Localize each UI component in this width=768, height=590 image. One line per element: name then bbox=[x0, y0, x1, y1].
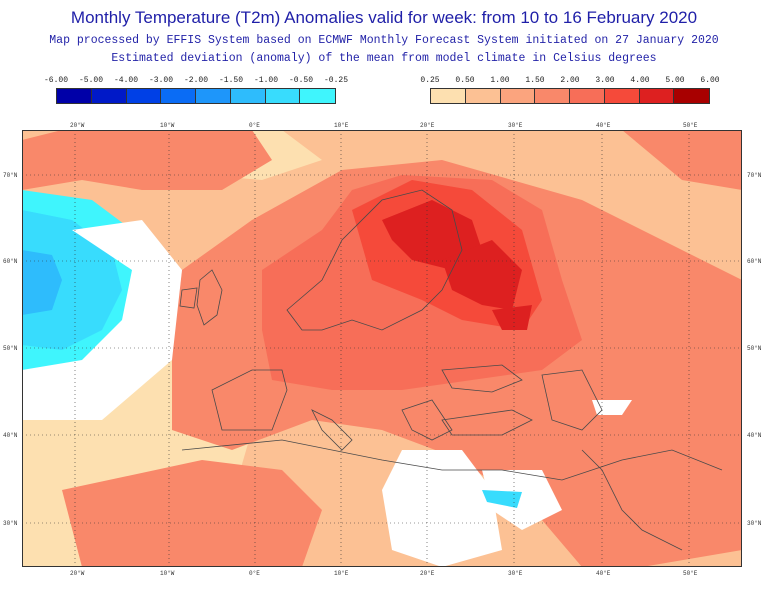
legend_positive-swatch-2 bbox=[500, 89, 536, 103]
anomaly-map-canvas bbox=[22, 130, 742, 567]
legend_positive-label-4: 2.00 bbox=[560, 76, 580, 85]
legend_negative-label-3: -3.00 bbox=[148, 76, 174, 85]
legend_negative-label-2: -4.00 bbox=[113, 76, 139, 85]
anomaly-zone-neutral-caspian bbox=[592, 400, 632, 415]
anomaly-zone-neutral-levant bbox=[482, 470, 562, 530]
lat-label-left-40n: 40°N bbox=[3, 432, 18, 439]
legend_positive-label-2: 1.00 bbox=[490, 76, 510, 85]
lon-label-bottom-40e: 40°E bbox=[596, 570, 611, 577]
legend_negative-swatch-6 bbox=[265, 89, 301, 103]
lon-label-top-20e: 20°E bbox=[420, 122, 435, 129]
lon-label-bottom-50e: 50°E bbox=[683, 570, 698, 577]
legend_negative-swatch-0 bbox=[57, 89, 92, 103]
legend_positive-swatch-6 bbox=[639, 89, 675, 103]
legend_positive-label-5: 3.00 bbox=[595, 76, 615, 85]
legend-positive-bar bbox=[430, 88, 710, 104]
legend_negative-label-7: -0.50 bbox=[288, 76, 314, 85]
lat-label-right-50n: 50°N bbox=[747, 345, 762, 352]
anomaly-zone-cool-arabia bbox=[482, 490, 522, 508]
lon-label-bottom-20w: 20°W bbox=[70, 570, 85, 577]
legend_negative-label-4: -2.00 bbox=[183, 76, 209, 85]
lon-label-top-10e: 10°E bbox=[334, 122, 349, 129]
legend_negative-swatch-4 bbox=[196, 89, 231, 103]
lat-label-left-30n: 30°N bbox=[3, 520, 18, 527]
lon-label-top-20w: 20°W bbox=[70, 122, 85, 129]
anomaly-zone-neutral-egypt bbox=[382, 450, 502, 567]
map-frame bbox=[22, 130, 742, 567]
legend_positive-label-8: 6.00 bbox=[700, 76, 720, 85]
anomaly-zone-medium-northeast bbox=[622, 130, 742, 190]
coastlines bbox=[179, 189, 723, 551]
lon-label-top-50e: 50°E bbox=[683, 122, 698, 129]
lat-label-left-70n: 70°N bbox=[3, 172, 18, 179]
map-subtitle-processing: Map processed by EFFIS System based on E… bbox=[49, 34, 719, 47]
lat-label-left-50n: 50°N bbox=[3, 345, 18, 352]
lat-label-left-60n: 60°N bbox=[3, 258, 18, 265]
lon-label-bottom-0e: 0°E bbox=[249, 570, 260, 577]
legend-positive: 0.25 0.50 1.00 1.50 2.00 3.00 4.00 5.00 6.00 bbox=[420, 76, 720, 104]
lon-label-bottom-20e: 20°E bbox=[420, 570, 435, 577]
map-title: Monthly Temperature (T2m) Anomalies vali… bbox=[70, 8, 698, 27]
legend_negative-swatch-3 bbox=[161, 89, 196, 103]
graticule bbox=[22, 130, 742, 567]
legend_negative-label-6: -1.00 bbox=[253, 76, 279, 85]
legend_negative-swatch-1 bbox=[91, 89, 127, 103]
anomaly-zone-neutral-atlantic bbox=[22, 220, 182, 420]
legend-positive-labels: 0.25 0.50 1.00 1.50 2.00 3.00 4.00 5.00 6.00 bbox=[420, 76, 719, 88]
map-subtitle-units: Estimated deviation (anomaly) of the mea… bbox=[111, 52, 657, 65]
anomaly-zone-medium-africa bbox=[62, 460, 322, 567]
lon-label-top-0e: 0°E bbox=[249, 122, 260, 129]
legend_negative-swatch-2 bbox=[126, 89, 162, 103]
lat-label-right-60n: 60°N bbox=[747, 258, 762, 265]
legend_positive-swatch-0 bbox=[431, 89, 466, 103]
legend_positive-swatch-4 bbox=[570, 89, 605, 103]
legend_positive-swatch-3 bbox=[535, 89, 570, 103]
lon-label-bottom-10w: 10°W bbox=[160, 570, 175, 577]
legend-negative-labels: -6.00 -5.00 -4.00 -3.00 -2.00 -1.50 -1.00 -0.50… bbox=[44, 76, 348, 88]
lat-label-right-30n: 30°N bbox=[747, 520, 762, 527]
lon-label-top-40e: 40°E bbox=[596, 122, 611, 129]
anomaly-zone-core-baltic bbox=[442, 240, 522, 310]
legend-negative: -6.00 -5.00 -4.00 -3.00 -2.00 -1.50 -1.00 -0.50… bbox=[44, 76, 348, 104]
anomaly-zone-coldest-atlantic bbox=[22, 250, 62, 315]
legend_positive-label-0: 0.25 bbox=[420, 76, 440, 85]
anomaly-zone-core-east bbox=[492, 305, 532, 330]
anomaly-map bbox=[22, 130, 742, 567]
legend_negative-label-0: -6.00 bbox=[43, 76, 69, 85]
anomaly-zone-medium-north bbox=[22, 130, 272, 190]
lon-label-bottom-30e: 30°E bbox=[508, 570, 523, 577]
legend_negative-swatch-5 bbox=[230, 89, 266, 103]
anomaly-zone-core-scandinavia bbox=[382, 200, 482, 270]
legend_positive-label-6: 4.00 bbox=[630, 76, 650, 85]
legend_positive-label-7: 5.00 bbox=[665, 76, 685, 85]
lon-label-top-30e: 30°E bbox=[508, 122, 523, 129]
lon-label-bottom-10e: 10°E bbox=[334, 570, 349, 577]
legend_negative-label-1: -5.00 bbox=[78, 76, 104, 85]
lat-label-right-40n: 40°N bbox=[747, 432, 762, 439]
legend-negative-bar bbox=[56, 88, 336, 104]
legend_positive-swatch-7 bbox=[674, 89, 709, 103]
legend_positive-label-1: 0.50 bbox=[455, 76, 475, 85]
legend_positive-swatch-1 bbox=[465, 89, 501, 103]
legend_negative-swatch-7 bbox=[300, 89, 335, 103]
legend_positive-swatch-5 bbox=[604, 89, 640, 103]
lon-label-top-10w: 10°W bbox=[160, 122, 175, 129]
legend_positive-label-3: 1.50 bbox=[525, 76, 545, 85]
legend_negative-label-5: -1.50 bbox=[218, 76, 244, 85]
legend_negative-label-8: -0.25 bbox=[323, 76, 349, 85]
lat-label-right-70n: 70°N bbox=[747, 172, 762, 179]
